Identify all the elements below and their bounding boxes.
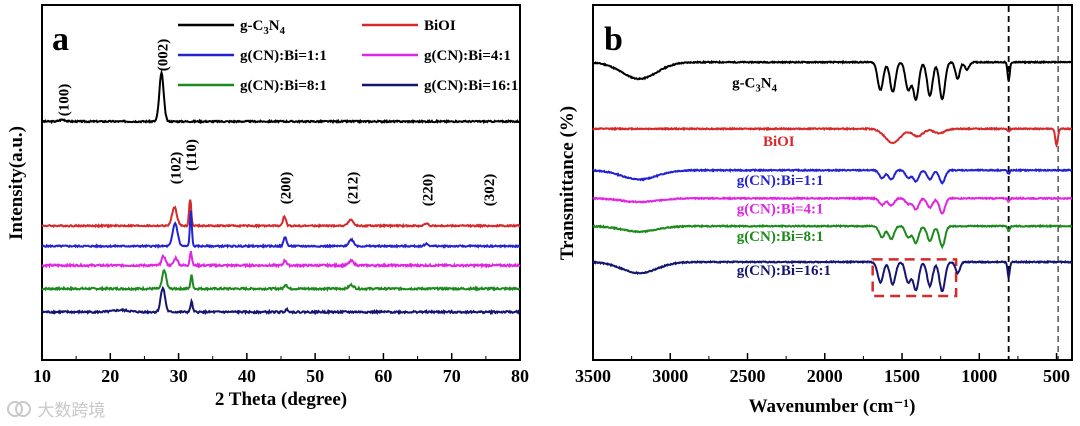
highlight-box [871, 258, 958, 298]
x-tick-label: 60 [374, 366, 392, 386]
panel-b-trace-labels: g-C3N4 BiOI g(CN):Bi=1:1 g(CN):Bi=4:1 g(CN):… [732, 76, 831, 280]
trace-b-g(CN):Bi=8:1 [592, 223, 1073, 250]
panel-b-frame [592, 4, 1073, 361]
panel-a: a (100) (002) (102) (110) (200) (212) (220) (30… [6, 4, 529, 410]
trace-label: g(CN):Bi=16:1 [737, 263, 831, 279]
legend-label: g-C3N4 [240, 18, 286, 37]
x-tick-label: 1500 [884, 366, 920, 386]
legend-label: g(CN):Bi=1:1 [240, 48, 327, 64]
watermark-text: 大数跨境 [37, 401, 106, 421]
trace-a-g(CN):Bi=8:1 [41, 268, 521, 292]
panel-a-x-label: 2 Theta (degree) [215, 389, 347, 410]
trace-b-BiOI [592, 126, 1073, 148]
panel-b-x-label: Wavenumber (cm⁻¹) [749, 396, 916, 417]
trace-a-g(CN):Bi=16:1 [41, 285, 521, 316]
panel-a-traces [41, 68, 521, 316]
legend-label: g(CN):Bi=8:1 [240, 78, 327, 94]
trace-a-g(CN):Bi=1:1 [41, 210, 521, 249]
peak-label: (102) [168, 152, 184, 185]
panel-a-x-axis: 10 20 30 40 50 60 70 80 [33, 353, 529, 386]
logo-icon [7, 400, 31, 417]
peak-label: (100) [56, 84, 72, 117]
trace-label: g(CN):Bi=4:1 [737, 201, 824, 217]
x-tick-label: 70 [443, 366, 461, 386]
trace-label: g(CN):Bi=1:1 [737, 173, 824, 189]
x-tick-label: 30 [170, 366, 188, 386]
trace-b-g(CN):Bi=4:1 [592, 195, 1073, 215]
peak-label: (220) [420, 174, 436, 207]
trace-label: g(CN):Bi=8:1 [737, 229, 824, 245]
x-tick-label: 2000 [807, 366, 843, 386]
x-tick-label: 80 [511, 366, 529, 386]
panel-b: b g-C3N4 BiOI g(CN):Bi=1:1 g(CN):Bi=4:1 g(CN… [557, 4, 1073, 417]
peak-label: (002) [156, 39, 172, 72]
panel-b-y-label: Transmittance (%) [557, 106, 578, 260]
panel-b-x-axis: 3500 3000 2500 2000 1500 1000 500 [575, 353, 1070, 386]
panel-a-y-label: Intensity(a.u.) [6, 126, 27, 240]
x-tick-label: 3000 [652, 366, 688, 386]
x-tick-label: 500 [1043, 366, 1070, 386]
legend-label: BiOI [424, 18, 456, 34]
panel-b-traces [592, 59, 1073, 293]
legend-label: g(CN):Bi=4:1 [424, 48, 511, 64]
x-tick-label: 1000 [961, 366, 997, 386]
peak-label: (212) [345, 172, 361, 205]
trace-b-g-C3N4 [592, 59, 1073, 102]
x-tick-label: 20 [101, 366, 119, 386]
trace-a-BiOI [41, 199, 521, 229]
trace-b-g(CN):Bi=1:1 [592, 167, 1073, 185]
trace-a-g(CN):Bi=4:1 [41, 250, 521, 269]
panel-b-letter: b [604, 21, 623, 58]
peak-label: (200) [278, 172, 294, 205]
peak-label: (110) [184, 139, 200, 171]
x-tick-label: 10 [33, 366, 51, 386]
panel-a-legend: g-C3N4 BiOI g(CN):Bi=1:1 g(CN):Bi=4:1 g(CN):… [178, 18, 518, 94]
trace-label: g-C3N4 [732, 76, 778, 95]
x-tick-label: 40 [238, 366, 256, 386]
x-tick-label: 2500 [730, 366, 766, 386]
trace-b-g(CN):Bi=16:1 [592, 259, 1073, 293]
x-tick-label: 3500 [575, 366, 611, 386]
panel-b-reference-lines [1007, 6, 1059, 359]
x-tick-label: 50 [306, 366, 324, 386]
trace-label: BiOI [763, 134, 795, 150]
trace-a-g-C3N4 [41, 68, 521, 125]
panel-a-peak-labels: (100) (002) (102) (110) (200) (212) (220) (302) [56, 39, 497, 207]
legend-label: g(CN):Bi=16:1 [424, 78, 518, 94]
panel-b-highlight-box [871, 258, 958, 298]
panel-a-letter: a [52, 21, 69, 58]
peak-label: (302) [482, 174, 498, 207]
watermark: 大数跨境 [6, 396, 146, 422]
